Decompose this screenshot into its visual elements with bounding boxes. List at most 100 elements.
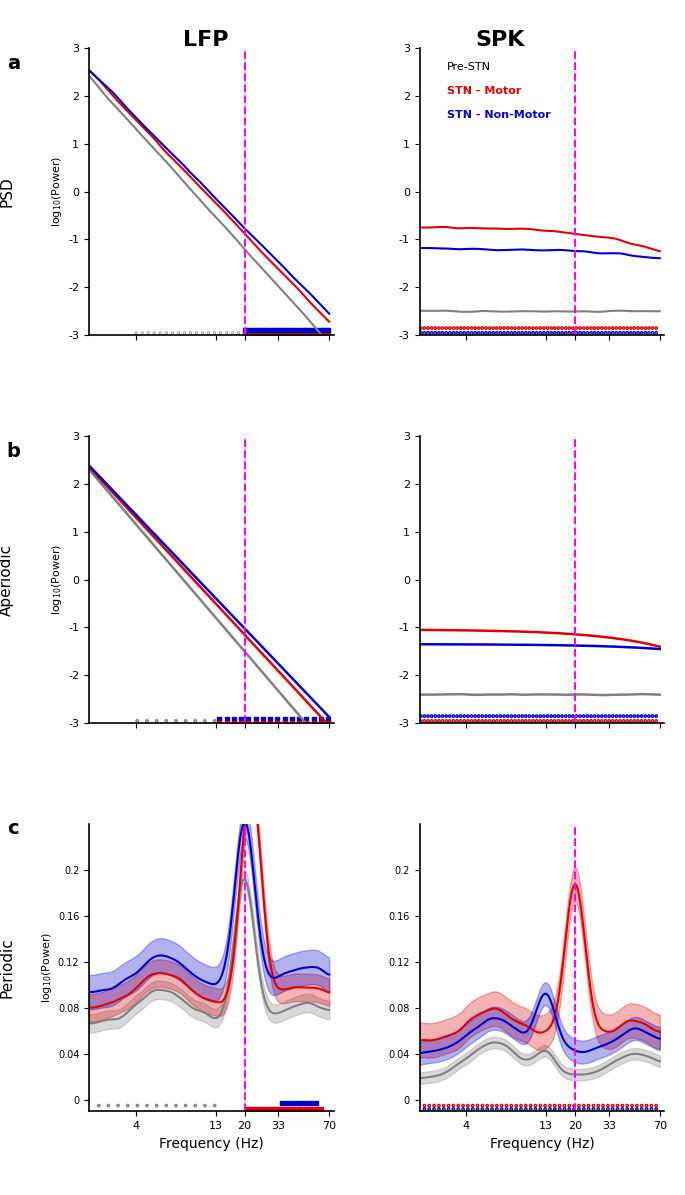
Point [480,326,491,345]
Point [279,321,290,341]
Point [546,706,557,725]
Point [516,1099,527,1119]
Point [586,711,597,730]
Point [617,1099,628,1119]
Point [491,319,502,338]
Point [434,319,445,338]
Point [491,1099,502,1119]
Point [458,1099,469,1119]
Point [513,711,524,730]
Point [549,706,560,725]
Point [443,1099,454,1119]
Point [272,321,283,341]
Point [437,319,448,338]
Point [424,1099,435,1119]
Point [448,1096,459,1115]
Point [462,711,473,730]
Point [622,1102,633,1121]
Point [535,1096,546,1115]
Point [253,326,264,345]
Point [486,1099,497,1119]
Point [506,706,516,725]
Point [501,1096,512,1115]
Point [511,1096,522,1115]
Point [473,706,484,725]
Point [538,319,549,338]
Point [627,1102,638,1121]
Point [286,1093,297,1113]
Point [243,321,254,341]
Point [560,711,571,730]
Point [466,713,477,733]
Point [564,324,575,343]
Point [589,711,600,730]
Point [283,321,294,341]
Point [559,1099,570,1119]
Point [197,324,208,343]
Point [614,706,625,725]
Point [524,706,535,725]
Point [301,713,312,733]
Point [297,326,308,345]
Point [243,713,254,733]
Point [112,1096,123,1115]
Point [458,1096,469,1115]
Point [264,709,275,728]
Point [262,1099,273,1119]
Point [308,321,319,341]
Point [453,1099,464,1119]
Point [593,706,603,725]
Point [199,711,210,730]
Point [236,713,247,733]
Point [530,1099,541,1119]
Point [495,326,506,345]
Point [625,326,636,345]
Point [315,709,326,728]
Point [429,711,440,730]
Point [308,326,319,345]
Point [488,711,499,730]
Point [434,326,445,345]
Point [502,711,513,730]
Point [553,326,564,345]
Point [578,319,589,338]
Point [424,1102,435,1121]
Point [622,324,633,343]
Point [171,711,182,730]
Point [524,326,535,345]
Point [643,713,654,733]
Point [632,1096,643,1115]
Point [448,1099,459,1119]
Point [589,324,600,343]
Point [538,713,549,733]
Point [228,709,239,728]
Point [618,326,629,345]
Point [567,326,578,345]
Point [651,713,662,733]
Point [451,713,462,733]
Point [415,324,426,343]
Point [627,1099,638,1119]
Point [323,709,334,728]
Point [470,713,481,733]
Point [611,326,622,345]
Point [486,1096,497,1115]
Point [312,321,323,341]
Point [291,1099,302,1119]
Point [426,713,437,733]
Point [651,1096,662,1115]
Point [636,324,647,343]
Point [261,321,272,341]
Point [603,713,614,733]
Point [531,319,542,338]
Point [530,1102,541,1121]
Point [546,711,557,730]
Point [495,319,506,338]
Point [250,713,261,733]
Point [419,326,430,345]
Point [636,711,647,730]
Y-axis label: log$_{10}$(Power): log$_{10}$(Power) [50,544,64,615]
Point [617,1096,628,1115]
Point [470,711,481,730]
Point [593,1096,603,1115]
